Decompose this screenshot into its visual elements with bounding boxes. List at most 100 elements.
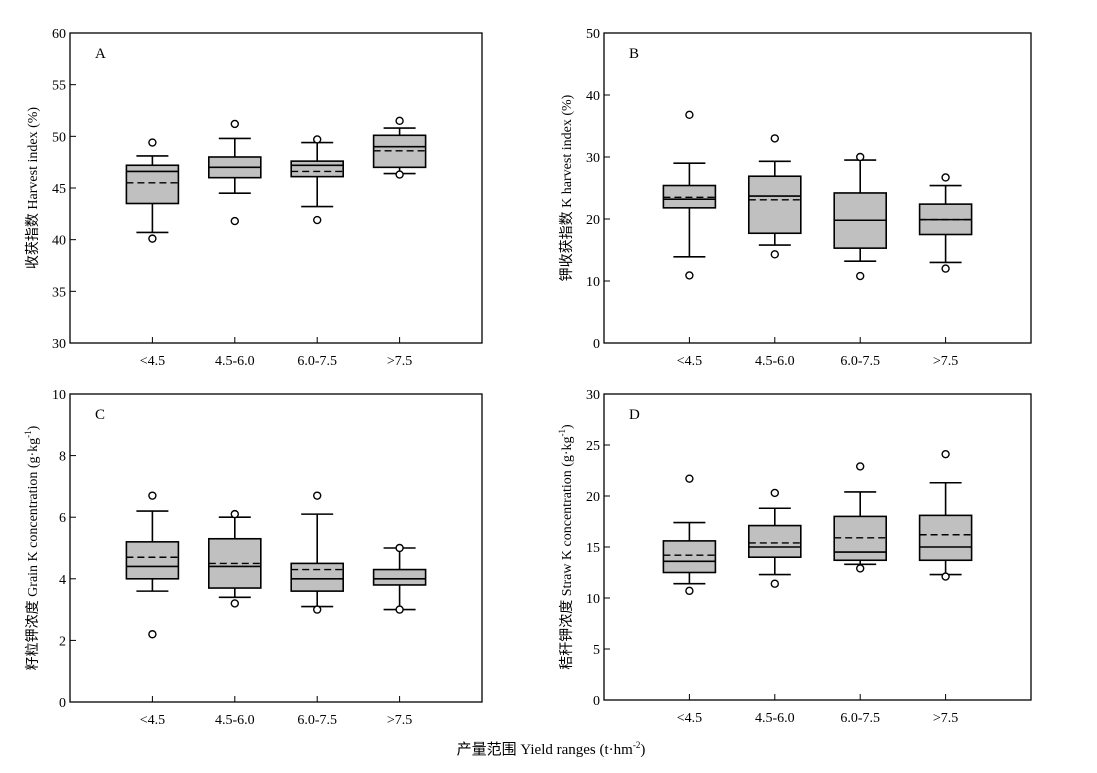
outlier-point xyxy=(856,271,865,281)
y-tick-label: 2 xyxy=(59,634,66,649)
outlier-point xyxy=(685,271,694,280)
box-2 xyxy=(747,134,802,259)
panel-a: A 30 35 40 45 50 55 60 收获指数 Harvest index (%) <4.… xyxy=(25,27,483,369)
x-tick-label: >7.5 xyxy=(933,711,958,726)
outlier-point xyxy=(230,509,240,519)
y-axis-title: 籽粒钾浓度 Grain K concentration (g·kg-1) xyxy=(23,425,41,670)
box-1 xyxy=(125,138,180,243)
x-tick-label: <4.5 xyxy=(677,354,702,369)
outlier-point xyxy=(313,215,322,225)
y-tick-label: 6 xyxy=(59,511,66,526)
y-tick-label: 40 xyxy=(52,234,66,249)
outlier-point xyxy=(148,138,157,147)
x-tick-label: >7.5 xyxy=(387,713,412,728)
box-iqr xyxy=(290,562,345,592)
y-tick-label: 50 xyxy=(586,27,600,42)
y-tick-label: 0 xyxy=(593,694,600,709)
outlier-point xyxy=(770,250,779,259)
box-1 xyxy=(662,110,717,280)
y-tick-label: 30 xyxy=(586,388,600,403)
outlier-point xyxy=(313,135,322,144)
x-tick-label: 4.5-6.0 xyxy=(215,713,255,728)
outlier-point xyxy=(685,586,694,596)
y-tick-label: 55 xyxy=(52,79,66,94)
box-iqr xyxy=(290,160,345,178)
y-tick-label: 4 xyxy=(59,573,66,588)
x-tick-label: <4.5 xyxy=(677,711,702,726)
box-iqr xyxy=(125,541,180,580)
outlier-point xyxy=(148,234,157,243)
y-tick-label: 30 xyxy=(586,151,600,166)
outlier-point xyxy=(941,449,950,459)
panel-c: C 0 2 4 6 8 10 籽粒钾浓度 Grain K concentration (g·k… xyxy=(23,388,483,728)
outlier-point xyxy=(313,605,322,614)
x-tick-label: <4.5 xyxy=(140,713,165,728)
figure-x-axis-title: 产量范围 Yield ranges (t·hm-2) xyxy=(457,740,646,758)
y-tick-label: 0 xyxy=(59,696,66,711)
outlier-point xyxy=(770,579,779,588)
y-tick-label: 15 xyxy=(586,541,600,556)
plot-frame xyxy=(603,32,1032,344)
y-tick-label: 20 xyxy=(586,490,600,505)
x-tick-label: <4.5 xyxy=(140,354,165,369)
y-tick-label: 50 xyxy=(52,130,66,145)
y-tick-label: 10 xyxy=(586,275,600,290)
y-tick-label: 5 xyxy=(593,643,600,658)
panel-letter: B xyxy=(629,46,639,62)
outlier-point xyxy=(856,564,865,573)
panel-b: B 0 10 20 30 40 50 钾收获指数 K harvest index (%) <4.… xyxy=(559,27,1032,369)
outlier-point xyxy=(685,474,694,483)
box-3 xyxy=(833,152,888,281)
x-tick-label: 6.0-7.5 xyxy=(840,711,880,726)
panel-letter: C xyxy=(95,407,105,423)
y-tick-label: 20 xyxy=(586,213,600,228)
box-3 xyxy=(290,135,345,225)
y-tick-label: 30 xyxy=(52,337,66,352)
panel-letter: D xyxy=(629,407,640,423)
panel-letter: A xyxy=(95,46,106,62)
x-tick-label: 4.5-6.0 xyxy=(755,711,795,726)
y-tick-label: 0 xyxy=(593,337,600,352)
outlier-point xyxy=(230,119,240,129)
outlier-point xyxy=(395,605,404,614)
outlier-point xyxy=(941,173,950,182)
x-tick-label: >7.5 xyxy=(933,354,958,369)
box-1 xyxy=(662,474,717,596)
box-iqr xyxy=(747,175,802,235)
outlier-point xyxy=(395,170,404,179)
x-tick-label: 6.0-7.5 xyxy=(297,354,337,369)
y-tick-label: 40 xyxy=(586,89,600,104)
outlier-point xyxy=(856,152,865,162)
outlier-point xyxy=(770,488,779,498)
box-4 xyxy=(372,116,427,179)
box-4 xyxy=(372,543,427,614)
y-tick-label: 35 xyxy=(52,285,66,300)
box-iqr xyxy=(918,514,973,562)
outlier-point xyxy=(770,134,779,143)
outlier-point xyxy=(941,264,950,273)
box-iqr xyxy=(372,568,427,586)
box-3 xyxy=(833,462,888,573)
box-iqr xyxy=(662,540,717,574)
y-tick-label: 10 xyxy=(52,388,66,403)
outlier-point xyxy=(148,630,157,639)
x-tick-label: 4.5-6.0 xyxy=(215,354,255,369)
box-2 xyxy=(208,509,262,608)
y-tick-label: 60 xyxy=(52,27,66,42)
x-tick-label: 6.0-7.5 xyxy=(297,713,337,728)
outlier-point xyxy=(395,116,404,126)
box-3 xyxy=(290,491,345,614)
box-4 xyxy=(918,449,973,581)
x-tick-label: 4.5-6.0 xyxy=(755,354,795,369)
box-4 xyxy=(918,173,973,273)
box-2 xyxy=(747,488,802,588)
x-tick-label: 6.0-7.5 xyxy=(840,354,880,369)
y-tick-label: 10 xyxy=(586,592,600,607)
outlier-point xyxy=(313,491,322,500)
panel-d: D 0 5 10 15 20 25 30 秸秆钾浓度 Straw K concentration… xyxy=(557,388,1032,726)
y-tick-label: 45 xyxy=(52,182,66,197)
outlier-point xyxy=(685,110,694,120)
outlier-point xyxy=(230,599,240,608)
plot-frame xyxy=(69,393,483,703)
box-2 xyxy=(208,119,262,226)
